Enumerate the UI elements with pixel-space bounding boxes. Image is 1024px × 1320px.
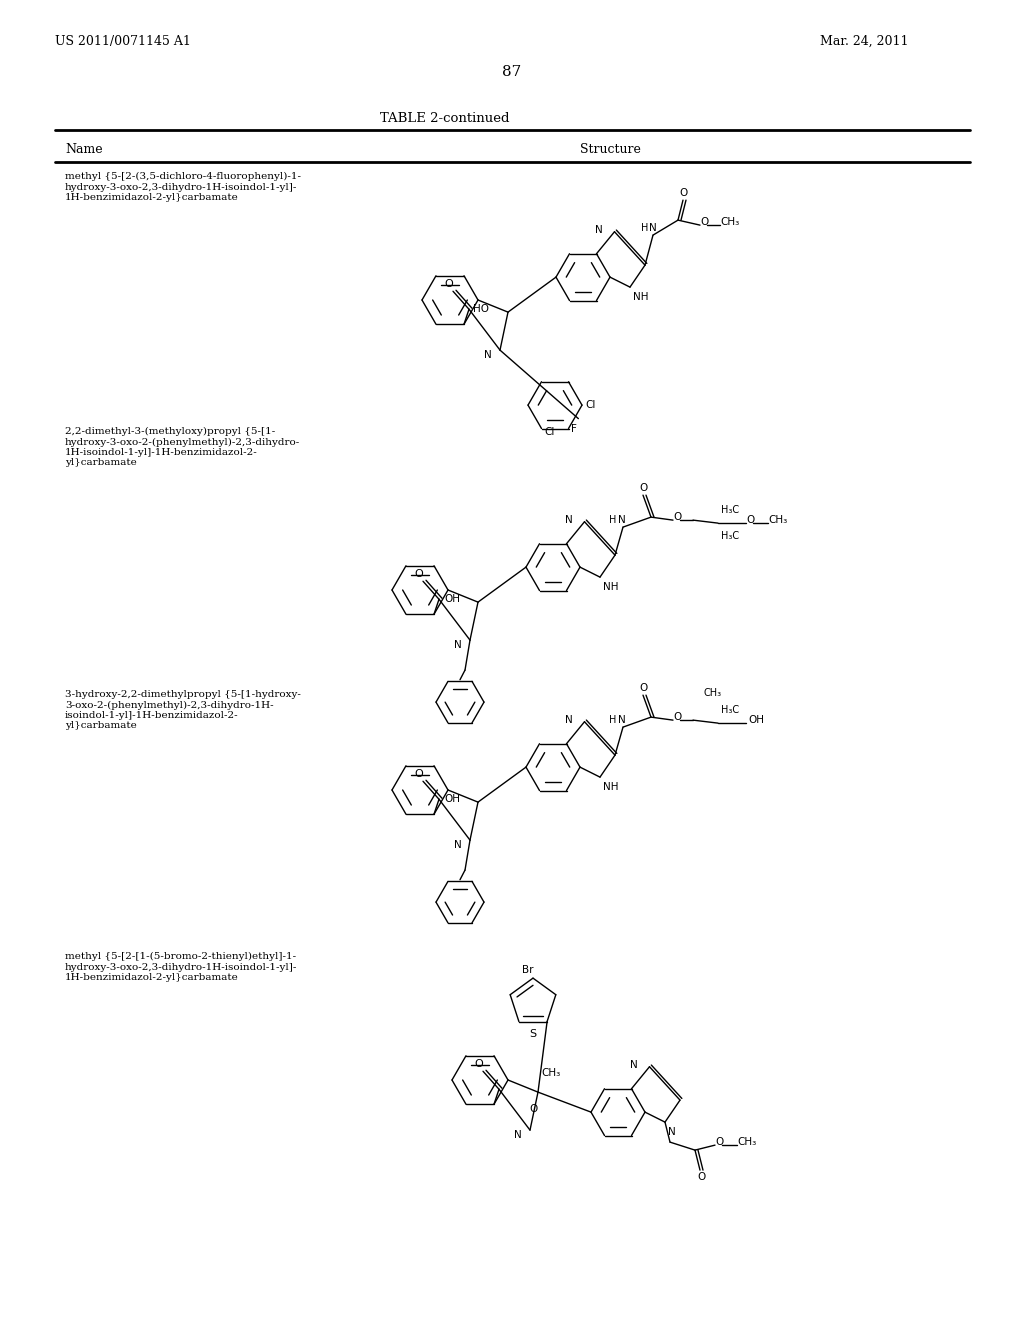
- Text: N: N: [455, 640, 462, 651]
- Text: N: N: [455, 840, 462, 850]
- Text: Br: Br: [522, 965, 534, 975]
- Text: O: O: [444, 280, 454, 289]
- Text: O: O: [673, 711, 681, 722]
- Text: O: O: [746, 515, 755, 525]
- Text: N: N: [618, 515, 626, 525]
- Text: N: N: [595, 224, 602, 235]
- Text: O: O: [639, 684, 647, 693]
- Text: O: O: [673, 512, 681, 523]
- Text: Cl: Cl: [545, 426, 555, 437]
- Text: 2,2-dimethyl-3-(methyloxy)propyl {5-[1-
hydroxy-3-oxo-2-(phenylmethyl)-2,3-dihyd: 2,2-dimethyl-3-(methyloxy)propyl {5-[1- …: [65, 426, 300, 467]
- Text: H: H: [641, 223, 648, 234]
- Text: O: O: [639, 483, 647, 494]
- Text: S: S: [529, 1030, 537, 1039]
- Text: O: O: [415, 770, 423, 779]
- Text: N: N: [484, 350, 492, 360]
- Text: F: F: [571, 424, 578, 433]
- Text: TABLE 2-continued: TABLE 2-continued: [380, 112, 510, 125]
- Text: N: N: [630, 1060, 638, 1069]
- Text: NH: NH: [603, 783, 618, 792]
- Text: HO: HO: [473, 304, 489, 314]
- Text: O: O: [700, 216, 709, 227]
- Text: N: N: [668, 1127, 676, 1137]
- Text: H: H: [609, 515, 616, 525]
- Text: O: O: [697, 1172, 706, 1183]
- Text: O: O: [415, 569, 423, 579]
- Text: N: N: [514, 1130, 522, 1140]
- Text: NH: NH: [603, 582, 618, 593]
- Text: Cl: Cl: [585, 400, 595, 411]
- Text: O: O: [679, 189, 687, 198]
- Text: methyl {5-[2-[1-(5-bromo-2-thienyl)ethyl]-1-
hydroxy-3-oxo-2,3-dihydro-1H-isoind: methyl {5-[2-[1-(5-bromo-2-thienyl)ethyl…: [65, 952, 297, 982]
- Text: CH₃: CH₃: [768, 515, 787, 525]
- Text: CH₃: CH₃: [737, 1137, 757, 1147]
- Text: 87: 87: [503, 65, 521, 79]
- Text: O: O: [528, 1104, 538, 1114]
- Text: OH: OH: [748, 715, 764, 725]
- Text: N: N: [565, 714, 572, 725]
- Text: N: N: [618, 715, 626, 725]
- Text: O: O: [475, 1059, 483, 1069]
- Text: NH: NH: [633, 292, 648, 302]
- Text: 3-hydroxy-2,2-dimethylpropyl {5-[1-hydroxy-
3-oxo-2-(phenylmethyl)-2,3-dihydro-1: 3-hydroxy-2,2-dimethylpropyl {5-[1-hydro…: [65, 690, 301, 730]
- Text: CH₃: CH₃: [703, 688, 722, 698]
- Text: H₃C: H₃C: [721, 531, 739, 541]
- Text: Structure: Structure: [580, 143, 640, 156]
- Text: N: N: [565, 515, 572, 525]
- Text: Mar. 24, 2011: Mar. 24, 2011: [820, 36, 908, 48]
- Text: O: O: [715, 1137, 723, 1147]
- Text: methyl {5-[2-(3,5-dichloro-4-fluorophenyl)-1-
hydroxy-3-oxo-2,3-dihydro-1H-isoin: methyl {5-[2-(3,5-dichloro-4-fluoropheny…: [65, 172, 301, 202]
- Text: Name: Name: [65, 143, 102, 156]
- Text: US 2011/0071145 A1: US 2011/0071145 A1: [55, 36, 190, 48]
- Text: H: H: [609, 715, 616, 725]
- Text: N: N: [649, 223, 656, 234]
- Text: CH₃: CH₃: [541, 1068, 560, 1078]
- Text: OH: OH: [444, 594, 460, 605]
- Text: H₃C: H₃C: [721, 506, 739, 515]
- Text: H₃C: H₃C: [721, 705, 739, 715]
- Text: OH: OH: [444, 795, 460, 804]
- Text: CH₃: CH₃: [720, 216, 739, 227]
